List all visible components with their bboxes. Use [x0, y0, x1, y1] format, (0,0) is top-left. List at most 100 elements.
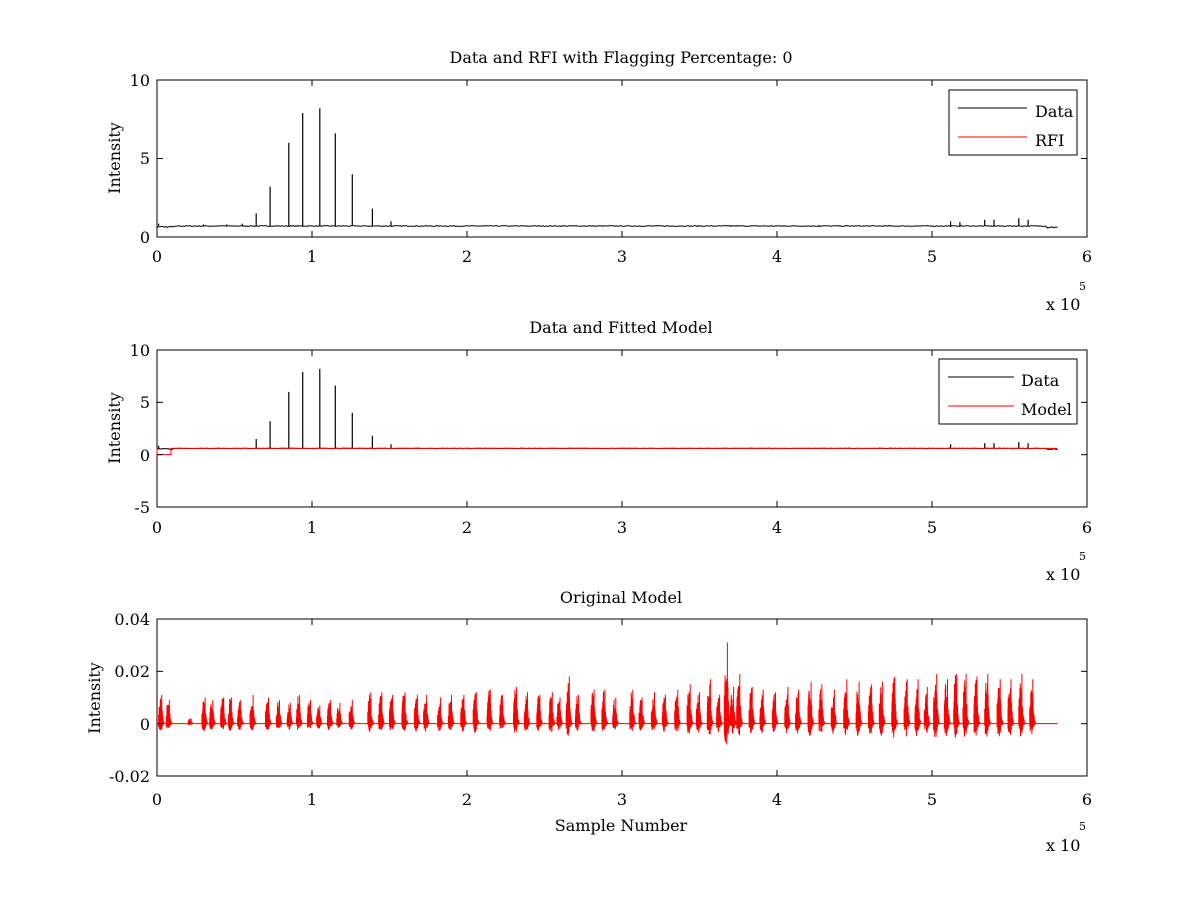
- x-tick-label: 4: [772, 247, 782, 266]
- x-tick-label: 4: [772, 518, 782, 537]
- burst-mark: [367, 692, 375, 732]
- burst-mark: [868, 684, 875, 734]
- burst-mark: [316, 705, 324, 729]
- legend: Data Model: [938, 358, 1078, 425]
- x-tick-label: 3: [617, 247, 627, 266]
- tick-layer: [156, 79, 1088, 238]
- panel-title: Data and Fitted Model: [529, 318, 712, 337]
- burst-mark: [661, 694, 669, 732]
- burst-mark: [748, 687, 756, 733]
- burst-mark: [201, 697, 209, 732]
- series-layer: [157, 642, 1058, 745]
- burst-mark: [447, 694, 455, 730]
- legend-entry: RFI: [1035, 131, 1064, 150]
- burst-mark: [914, 679, 922, 736]
- x-tick-label: 4: [772, 790, 782, 809]
- burst-mark: [629, 689, 637, 732]
- y-tick-label: 5: [140, 393, 150, 412]
- burst-mark: [306, 700, 314, 729]
- burst-mark: [736, 674, 744, 736]
- burst-mark: [962, 674, 970, 737]
- plot-area: [156, 79, 1088, 238]
- burst-mark: [413, 694, 421, 732]
- burst-mark: [401, 692, 409, 731]
- y-tick-label: -5: [134, 498, 150, 517]
- burst-mark: [891, 676, 899, 738]
- burst-mark: [209, 700, 217, 730]
- series-layer: [156, 368, 1058, 456]
- burst-mark: [348, 700, 356, 730]
- y-tick-label: 10: [130, 341, 150, 360]
- burst-mark: [237, 700, 244, 730]
- panel-data-rfi: Data and RFI with Flagging Percentage: 0…: [105, 48, 1092, 314]
- y-tick-label: 10: [130, 71, 150, 90]
- burst-mark: [716, 694, 723, 732]
- burst-mark: [903, 679, 911, 737]
- burst-mark: [296, 694, 303, 730]
- tick-layer: [156, 618, 1088, 777]
- x-tick-label: 0: [152, 790, 162, 809]
- burst-mark: [601, 689, 609, 731]
- x-multiplier-base: x 10: [1046, 836, 1080, 855]
- burst-mark: [472, 692, 480, 733]
- burst-mark: [650, 692, 658, 731]
- burst-mark: [784, 687, 792, 734]
- legend-box: [948, 89, 1078, 156]
- burst-mark: [556, 697, 564, 730]
- burst-mark: [855, 681, 863, 736]
- burst-mark: [548, 692, 556, 732]
- x-tick-label: 1: [307, 518, 317, 537]
- burst-mark: [818, 684, 826, 732]
- x-multiplier-exponent: 5: [1079, 820, 1086, 833]
- burst-mark: [612, 697, 620, 730]
- burst-mark: [220, 697, 227, 730]
- x-tick-label: 5: [927, 790, 937, 809]
- burst-mark: [706, 679, 714, 735]
- burst-mark: [486, 689, 494, 731]
- burst-mark: [187, 718, 195, 726]
- x-tick-label: 6: [1082, 518, 1092, 537]
- burst-mark: [1018, 674, 1026, 737]
- burst-mark: [923, 687, 931, 733]
- series-layer: [156, 108, 1058, 229]
- y-tick-label: 0: [140, 715, 150, 734]
- burst-mark: [389, 694, 396, 731]
- plot-area: [156, 618, 1088, 777]
- burst-mark: [1029, 679, 1037, 735]
- x-multiplier-exponent: 5: [1079, 550, 1086, 563]
- burst-mark: [878, 681, 886, 736]
- series-line-model: [156, 447, 1058, 456]
- x-multiplier-base: x 10: [1046, 295, 1080, 314]
- x-tick-label: 2: [462, 247, 472, 266]
- x-multiplier-base: x 10: [1046, 565, 1080, 584]
- burst-mark: [1007, 679, 1015, 735]
- y-tick-label: 0: [140, 228, 150, 247]
- burst-mark: [437, 697, 444, 731]
- burst-mark: [227, 697, 235, 731]
- panel-data-model: Data and Fitted Model 0 1 2 3 4 5 6 -5 0…: [105, 318, 1092, 584]
- burst-mark: [723, 642, 731, 745]
- burst-mark: [158, 694, 165, 731]
- burst-mark: [843, 679, 851, 735]
- burst-mark: [249, 694, 257, 731]
- burst-mark: [165, 700, 173, 729]
- burst-mark: [286, 702, 294, 730]
- x-tick-label: 0: [152, 518, 162, 537]
- y-tick-label: 0: [140, 446, 150, 465]
- burst-mark: [730, 687, 737, 734]
- x-tick-label: 5: [927, 247, 937, 266]
- burst-mark: [695, 692, 703, 733]
- y-tick-label: 0.04: [114, 610, 150, 629]
- burst-mark: [499, 694, 506, 729]
- burst-mark: [759, 689, 767, 734]
- legend: Data RFI: [948, 89, 1078, 156]
- x-axis-label: Sample Number: [555, 816, 688, 835]
- burst-mark: [984, 674, 992, 737]
- y-axis-label: Intensity: [105, 122, 124, 194]
- burst-mark: [513, 687, 520, 733]
- burst-mark: [771, 692, 779, 732]
- x-tick-label: 5: [927, 518, 937, 537]
- x-tick-label: 3: [617, 790, 627, 809]
- tick-layer: [156, 349, 1088, 508]
